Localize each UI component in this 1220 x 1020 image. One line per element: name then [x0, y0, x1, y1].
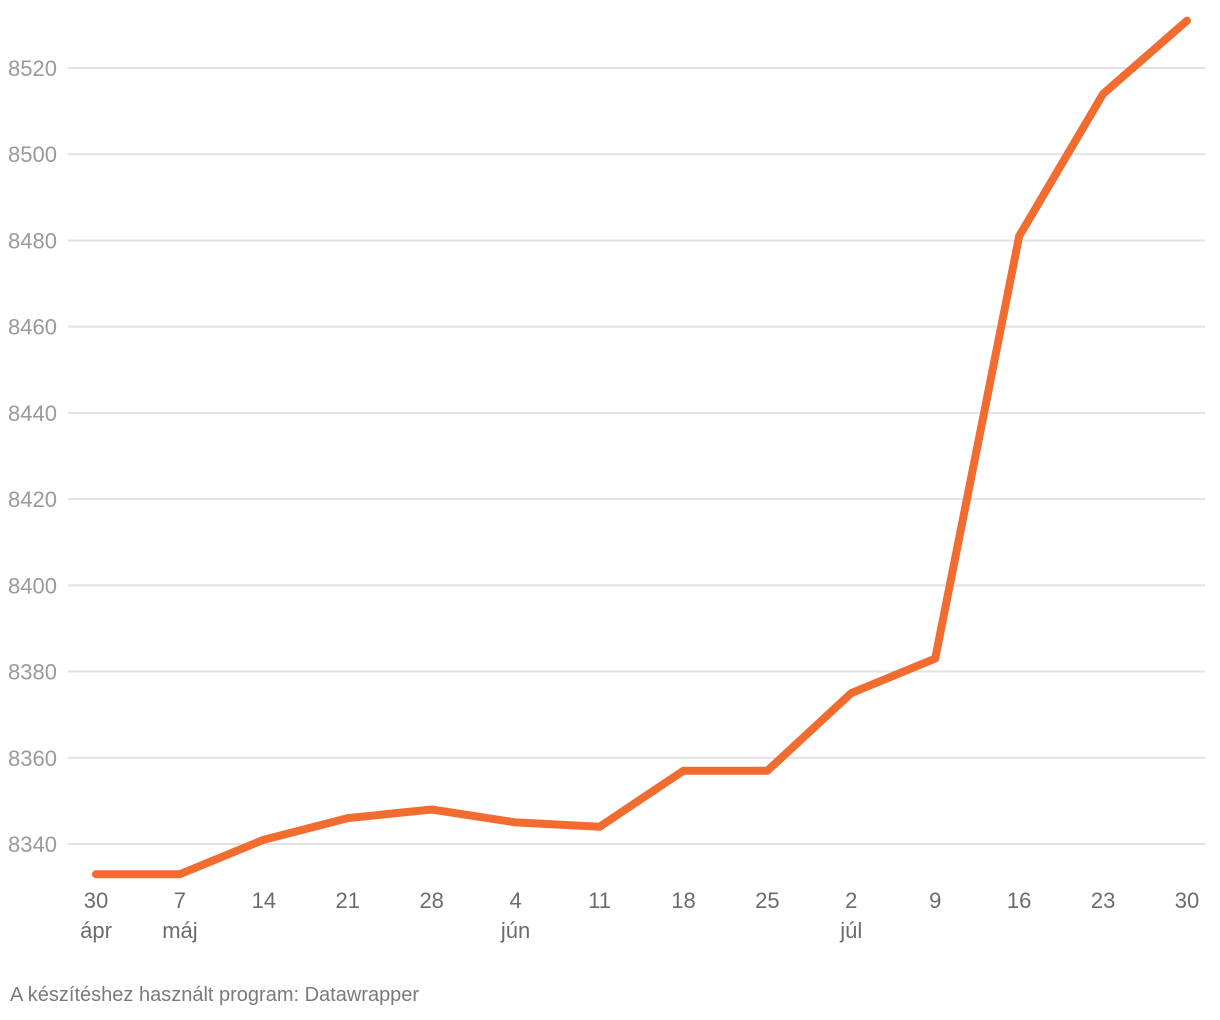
x-month-label: ápr [80, 918, 112, 943]
series-line [92, 16, 1191, 879]
x-tick-label: 28 [419, 888, 443, 913]
x-tick-label: 2 [845, 888, 857, 913]
x-tick-label: 11 [588, 888, 611, 913]
x-tick-label: 25 [755, 888, 779, 913]
x-tick-label: 16 [1007, 888, 1031, 913]
x-tick-label: 23 [1091, 888, 1115, 913]
x-tick-label: 7 [174, 888, 186, 913]
series-line-layer [92, 16, 1191, 879]
gridlines [68, 67, 1205, 845]
x-tick-label: 14 [252, 888, 276, 913]
x-month-label: jún [500, 918, 530, 943]
x-tick-label: 18 [671, 888, 695, 913]
y-tick-label: 8360 [8, 746, 57, 771]
x-tick-label: 30 [84, 888, 108, 913]
y-tick-label: 8460 [8, 315, 57, 340]
y-tick-label: 8380 [8, 660, 57, 685]
footer-credit: A készítéshez használt program: Datawrap… [10, 984, 420, 1006]
x-tick-label: 30 [1175, 888, 1199, 913]
line-chart: 8340 8360 8380 8400 8420 8440 8460 8480 8500 8520… [8, 16, 1205, 943]
x-tick-label: 21 [336, 888, 360, 913]
y-tick-label: 8340 [8, 832, 57, 857]
y-tick-label: 8500 [8, 142, 57, 167]
x-month-label: máj [162, 918, 197, 943]
y-tick-label: 8480 [8, 228, 57, 253]
x-tick-label: 9 [929, 888, 941, 913]
y-tick-label: 8420 [8, 487, 57, 512]
x-axis-ticks: 30 ápr 7 máj 14 21 28 4 jún 11 18 25 2 júl 9 16 23 30 [80, 888, 1199, 943]
y-tick-label: 8520 [8, 56, 57, 81]
y-tick-label: 8440 [8, 401, 57, 426]
y-axis-ticks: 8340 8360 8380 8400 8420 8440 8460 8480 8500 8520 [8, 56, 57, 857]
x-month-label: júl [839, 918, 862, 943]
y-tick-label: 8400 [8, 573, 57, 598]
x-tick-label: 4 [509, 888, 521, 913]
